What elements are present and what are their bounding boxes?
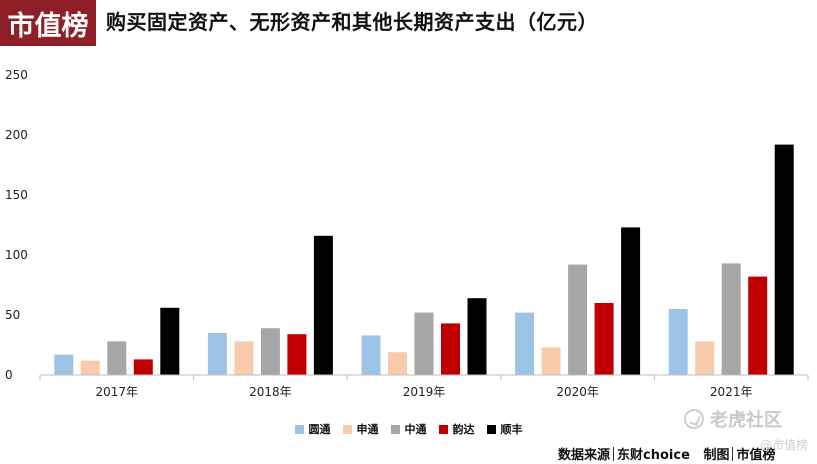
separator xyxy=(613,447,615,461)
y-tick-label: 50 xyxy=(5,308,20,322)
x-tick-label: 2020年 xyxy=(556,385,599,399)
tiger-community-icon xyxy=(684,409,704,429)
bars xyxy=(54,144,794,375)
bar xyxy=(361,335,381,375)
bar xyxy=(594,303,614,375)
bar xyxy=(695,341,715,375)
bar xyxy=(668,309,688,375)
y-tick-label: 0 xyxy=(5,368,13,382)
x-tick-label: 2021年 xyxy=(710,385,753,399)
made-by-value: 市值榜 xyxy=(736,448,776,463)
y-tick-label: 150 xyxy=(5,188,28,202)
legend-swatch xyxy=(390,424,400,434)
legend-label: 韵达 xyxy=(452,423,475,436)
y-axis: 0 50 100 150 200 250 xyxy=(5,68,28,382)
legend-swatch xyxy=(294,424,304,434)
bar xyxy=(287,334,307,375)
legend-swatch xyxy=(342,424,352,434)
bar xyxy=(441,323,460,375)
source-value: 东财choice xyxy=(617,448,690,463)
watermark-handle: @市值榜 xyxy=(760,438,809,452)
bar xyxy=(721,263,741,375)
bar xyxy=(467,298,487,375)
chart-title: 购买固定资产、无形资产和其他长期资产支出（亿元） xyxy=(106,10,598,34)
bar xyxy=(54,354,74,375)
bar xyxy=(260,328,280,375)
x-axis: 2017年 2018年 2019年 2020年 2021年 xyxy=(39,374,809,399)
legend-item: 圆通 xyxy=(294,421,331,437)
bar xyxy=(388,352,407,375)
source-label: 数据来源 xyxy=(558,448,611,463)
bar xyxy=(748,276,768,375)
x-tick-label: 2019年 xyxy=(403,385,446,399)
x-tick-label: 2017年 xyxy=(96,385,139,399)
legend-label: 圆通 xyxy=(308,423,331,436)
bar xyxy=(568,264,588,375)
y-tick-label: 250 xyxy=(5,68,28,82)
bar xyxy=(541,347,561,375)
y-tick-label: 200 xyxy=(5,128,28,142)
legend-swatch xyxy=(438,424,448,434)
legend-item: 顺丰 xyxy=(486,421,523,437)
bar xyxy=(515,312,535,375)
bar xyxy=(207,333,227,375)
bar xyxy=(621,227,641,375)
x-tick-label: 2018年 xyxy=(249,385,292,399)
bar xyxy=(313,235,333,375)
legend-item: 韵达 xyxy=(438,421,475,437)
brand-logo: 市值榜 xyxy=(0,0,96,46)
legend-item: 申通 xyxy=(342,421,379,437)
legend: 圆通 申通 中通 韵达 顺丰 xyxy=(0,421,817,437)
separator xyxy=(732,447,734,461)
watermark: 老虎社区 xyxy=(684,406,782,432)
legend-label: 顺丰 xyxy=(500,423,523,436)
legend-swatch xyxy=(486,424,496,434)
y-tick-label: 100 xyxy=(5,248,28,262)
bar xyxy=(774,144,794,375)
bar xyxy=(160,307,180,375)
legend-label: 中通 xyxy=(404,423,427,436)
bar xyxy=(133,359,153,375)
watermark-brand: 老虎社区 xyxy=(710,410,782,431)
made-by-label: 制图 xyxy=(703,448,730,463)
bar xyxy=(80,360,100,375)
bar xyxy=(414,312,434,375)
source-line: 数据来源 东财choice 制图 市值榜 xyxy=(558,444,776,463)
bar xyxy=(107,341,127,375)
bar xyxy=(234,341,254,375)
legend-item: 中通 xyxy=(390,421,427,437)
legend-label: 申通 xyxy=(356,423,379,436)
